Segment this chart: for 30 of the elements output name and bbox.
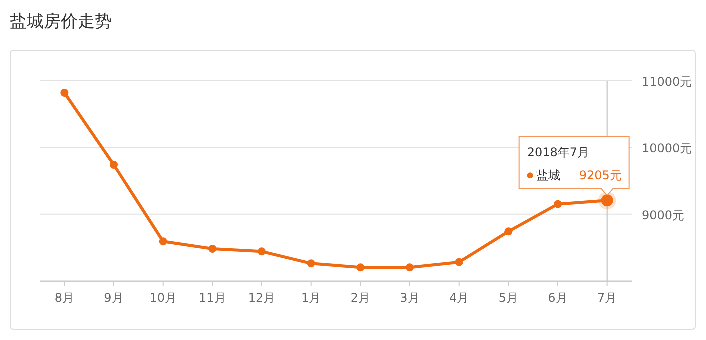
point [554,200,562,208]
point [406,264,414,272]
point [159,238,168,246]
x-tick-label: 2月 [350,291,370,305]
x-tick-label: 6月 [548,291,568,305]
point [110,161,118,169]
point [504,228,513,236]
x-tick-label: 4月 [450,291,470,305]
point [208,245,217,253]
x-tick-label: 3月 [400,291,420,305]
chart-title: 盐城房价走势 [10,12,112,32]
y-tick-label: 11000元 [642,75,692,89]
x-tick-label: 8月 [54,291,74,305]
point [307,260,316,268]
data-label: 9205元 [579,168,622,183]
x-tick-label: 9月 [104,291,124,305]
point [356,264,365,272]
annotation: 2018年7月 [527,146,590,160]
x-tick-label: 12月 [248,291,276,305]
x-tick-label: 10月 [150,291,177,305]
point [60,89,69,97]
point [455,258,464,266]
legend-label: 盐城 [536,168,560,183]
y-tick-label: 10000元 [642,142,692,156]
point [258,248,266,256]
x-tick-label: 5月 [498,291,518,305]
x-tick-label: 7月 [598,291,618,305]
x-tick-label: 1月 [302,291,322,305]
y-tick-label: 9000元 [642,208,685,222]
x-tick-label: 11月 [199,291,226,305]
